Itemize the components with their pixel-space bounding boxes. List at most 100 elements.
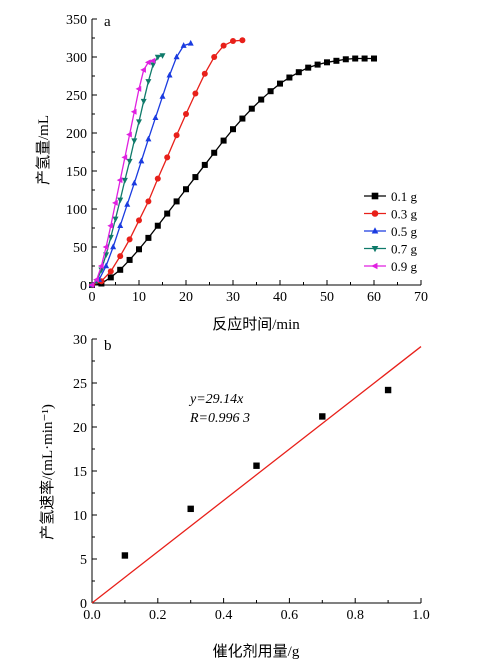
panel-b-equation: y=29.14x xyxy=(188,392,244,407)
data-point xyxy=(136,217,142,224)
data-point xyxy=(117,222,124,228)
legend-label: 0.9 g xyxy=(391,259,418,274)
data-point xyxy=(164,154,171,161)
panel-b: 0.0 0.2 0.4 0.6 0.8 1.0 0 5 10 15 20 25 30 b y=29.14… xyxy=(39,333,430,660)
panel-a: 0 10 20 30 40 50 60 70 0 50 100 150 200 250 300 350 a 反… xyxy=(35,13,428,333)
data-point xyxy=(277,80,283,87)
panel-b-axes: 0.0 0.2 0.4 0.6 0.8 1.0 0 5 10 15 20 25 30 xyxy=(73,333,430,623)
data-point xyxy=(154,175,161,182)
data-point xyxy=(150,62,157,69)
data-point xyxy=(121,154,128,161)
series-line-0.1g xyxy=(91,57,374,286)
series-line-0.9g xyxy=(91,60,154,286)
data-point xyxy=(286,74,293,81)
legend-marker xyxy=(371,262,378,270)
panel-a-x-tick-label: 10 xyxy=(132,290,146,305)
data-point xyxy=(149,57,156,64)
panel-b-x-tick-label: 0.8 xyxy=(346,608,364,623)
data-point xyxy=(145,198,152,205)
panel-b-x-tick-label: 1.0 xyxy=(412,608,430,623)
data-point xyxy=(124,200,131,207)
data-point xyxy=(126,236,133,243)
data-point xyxy=(154,54,161,61)
data-point xyxy=(230,126,236,133)
panel-b-y-axis-label: 产氢速率/(mL·min⁻¹) xyxy=(39,404,56,540)
panel-b-fit-line xyxy=(91,346,422,604)
legend-label: 0.3 g xyxy=(391,207,418,222)
data-point xyxy=(173,198,180,205)
data-point xyxy=(112,216,119,223)
data-point xyxy=(130,108,137,115)
data-point xyxy=(121,177,128,184)
panel-a-y-tick-label: 250 xyxy=(66,89,87,104)
data-point xyxy=(230,38,236,45)
data-point xyxy=(183,111,189,117)
data-point xyxy=(159,93,166,99)
legend-marker xyxy=(371,246,379,253)
panel-a-y-tick-label: 200 xyxy=(66,127,87,142)
panel-b-label: b xyxy=(104,338,112,354)
data-point xyxy=(140,98,147,105)
panel-b-y-tick-label: 5 xyxy=(80,553,87,568)
data-point xyxy=(187,505,194,513)
panel-b-x-tick-label: 0.0 xyxy=(83,608,101,623)
panel-b-y-tick-label: 15 xyxy=(73,465,87,480)
panel-b-y-tick-label: 20 xyxy=(73,421,87,436)
panel-b-x-tick-label: 0.2 xyxy=(149,608,167,623)
panel-a-x-tick-label: 0 xyxy=(89,290,96,305)
legend-marker xyxy=(371,192,379,200)
panel-b-x-tick-label: 0.4 xyxy=(215,608,233,623)
data-point xyxy=(159,53,166,59)
data-point xyxy=(117,197,124,204)
legend-label: 0.1 g xyxy=(391,189,418,204)
data-point xyxy=(248,105,255,112)
data-point xyxy=(145,135,152,142)
data-point xyxy=(116,177,123,184)
data-point xyxy=(126,158,133,165)
data-point xyxy=(117,253,124,260)
panel-a-x-tick-label: 70 xyxy=(414,290,428,305)
data-point xyxy=(173,53,180,60)
data-point xyxy=(140,66,146,73)
panel-b-x-tick-label: 0.6 xyxy=(281,608,299,623)
data-point xyxy=(211,149,218,156)
data-point xyxy=(97,263,104,269)
data-point xyxy=(154,222,161,229)
panel-a-y-axis-label: 产氢量/mL xyxy=(35,115,52,185)
panel-a-axes: 0 10 20 30 40 50 60 70 0 50 100 150 200 250 300 350 xyxy=(66,13,428,305)
data-point xyxy=(384,386,392,394)
data-point xyxy=(112,199,118,206)
data-point xyxy=(371,55,377,62)
data-point xyxy=(103,262,110,269)
panel-a-series xyxy=(88,37,377,289)
data-point xyxy=(352,55,359,62)
panel-a-x-axis-label: 反应时间/min xyxy=(212,315,300,333)
data-point xyxy=(126,256,133,263)
data-point xyxy=(164,210,171,217)
panel-a-x-tick-label: 60 xyxy=(367,290,381,305)
panel-a-y-tick-label: 100 xyxy=(66,203,87,218)
panel-a-x-tick-label: 30 xyxy=(226,290,240,305)
panel-a-y-tick-label: 150 xyxy=(66,165,87,180)
data-point xyxy=(239,115,246,122)
data-point xyxy=(93,276,99,283)
panel-a-label: a xyxy=(104,14,111,30)
data-point xyxy=(342,56,349,63)
panel-a-y-tick-label: 350 xyxy=(66,13,87,28)
data-point xyxy=(144,59,151,66)
data-point xyxy=(295,69,302,76)
data-point xyxy=(138,157,145,164)
panel-b-r-value: R=0.996 3 xyxy=(189,411,250,426)
data-point xyxy=(102,244,109,250)
panel-a-y-tick-label: 50 xyxy=(73,241,87,256)
legend-label: 0.5 g xyxy=(391,224,418,239)
data-point xyxy=(110,243,117,250)
data-point xyxy=(136,246,142,253)
data-point xyxy=(126,131,132,138)
data-point xyxy=(152,114,159,121)
data-point xyxy=(201,70,208,77)
series-line-0.7g xyxy=(91,54,163,286)
panel-b-points xyxy=(121,386,392,559)
panel-b-y-tick-label: 10 xyxy=(73,509,87,524)
